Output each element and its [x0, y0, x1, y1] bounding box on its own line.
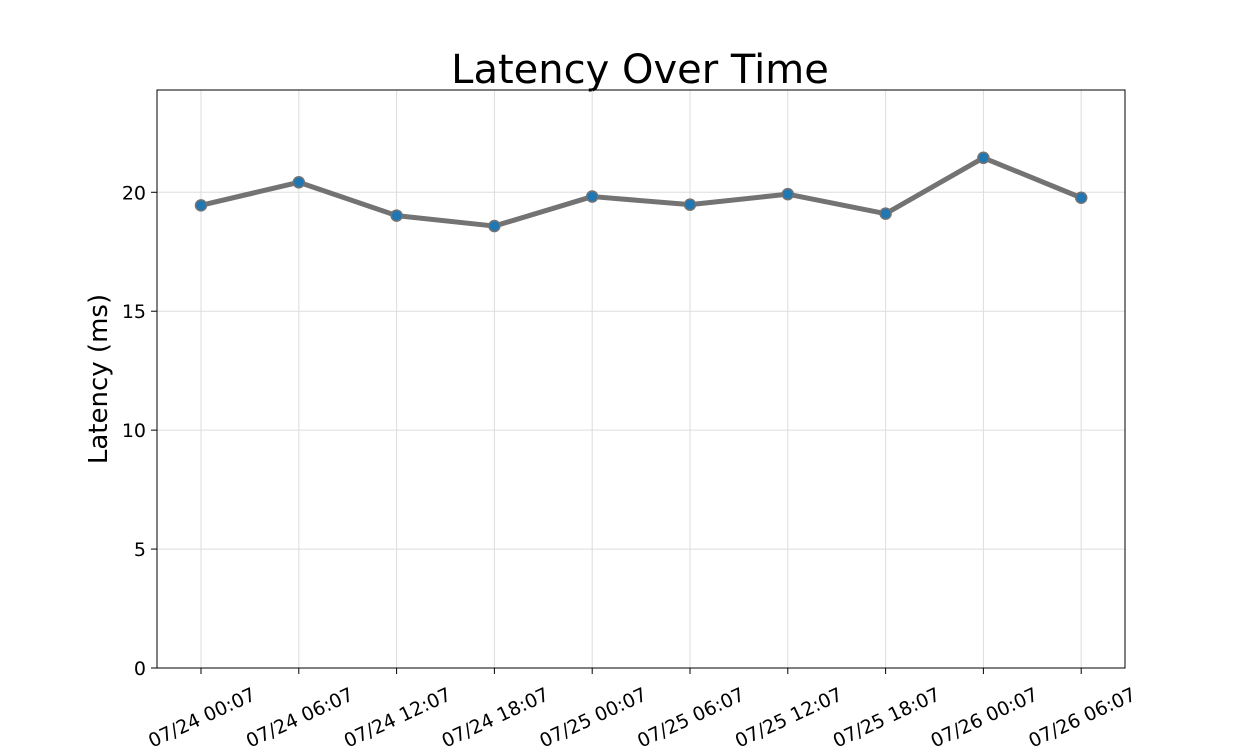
x-tick-label: 07/25 18:07 [830, 684, 944, 750]
data-point-marker [488, 219, 501, 233]
latency-series-line [198, 155, 1084, 229]
x-tick-label: 07/24 18:07 [438, 684, 552, 750]
data-point-marker [977, 151, 990, 165]
y-axis-ticks: 0 5 10 15 20 [122, 182, 157, 680]
data-point-marker [194, 199, 208, 212]
data-point-markers [194, 151, 1088, 233]
grid-layer [157, 90, 1125, 669]
data-point-marker [390, 209, 403, 222]
data-point-marker [585, 190, 599, 203]
y-tick-label: 5 [134, 539, 146, 561]
chart-title: Latency Over Time [451, 47, 829, 93]
x-tick-label: 07/25 06:07 [634, 684, 748, 750]
y-axis-label: Latency (ms) [84, 294, 114, 464]
y-tick-label: 20 [122, 182, 146, 204]
y-tick-label: 0 [134, 658, 146, 680]
data-point-marker [292, 176, 306, 189]
plot-area-frame [156, 89, 1126, 669]
y-tick-label: 15 [122, 301, 146, 323]
x-tick-label: 07/26 00:07 [927, 684, 1041, 750]
x-tick-label: 07/26 06:07 [1025, 684, 1139, 750]
x-tick-label: 07/24 00:07 [145, 684, 259, 750]
data-point-marker [683, 198, 697, 211]
x-tick-label: 07/24 12:07 [341, 684, 455, 750]
data-point-marker [1074, 191, 1088, 205]
y-tick-label: 10 [122, 420, 146, 442]
x-tick-label: 07/25 12:07 [732, 684, 846, 750]
data-point-marker [781, 187, 795, 201]
x-tick-label: 07/25 00:07 [536, 684, 650, 750]
x-tick-label: 07/24 06:07 [243, 684, 357, 750]
data-point-marker [879, 207, 892, 220]
